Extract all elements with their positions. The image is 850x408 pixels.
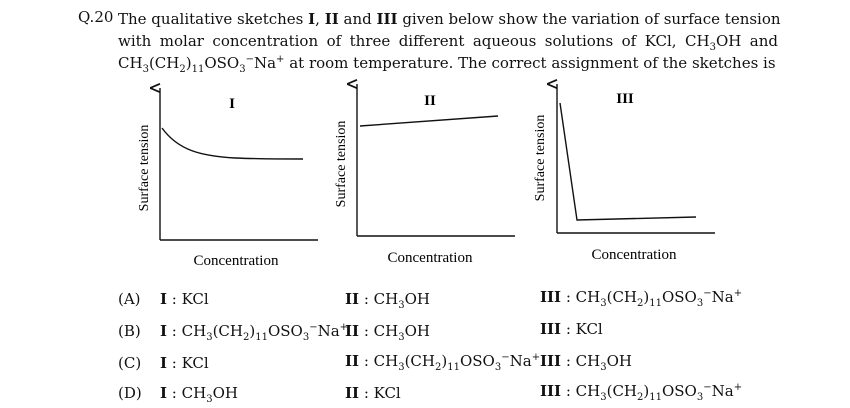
stem-line-2: with molar concentration of three differ…	[118, 32, 778, 53]
option-a-i: I : KCl	[160, 290, 209, 308]
option-d-i: I : CH3OH	[160, 384, 238, 405]
question-stem: The qualitative sketches I, II and III g…	[118, 8, 781, 75]
option-b-ii: II : CH3OH	[345, 322, 430, 343]
sketch-iii-xlabel: Concentration	[592, 247, 677, 263]
stem-line-1: The qualitative sketches I, II and III g…	[118, 10, 781, 28]
sketch-ii-xlabel: Concentration	[388, 250, 473, 266]
sketch-i-label: I	[229, 96, 235, 112]
sketch-iii-label: III	[616, 91, 634, 107]
sketch-iii: III Surface tension Concentration	[533, 84, 715, 263]
option-b-iii: III : KCl	[540, 320, 603, 338]
option-d-iii: III : CH3(CH2)11OSO3−Na+	[540, 382, 743, 403]
option-c-ii: II : CH3(CH2)11OSO3−Na+	[345, 352, 541, 373]
sketch-iii-ylabel: Surface tension	[533, 115, 548, 202]
option-c-i: I : KCl	[160, 354, 209, 372]
sketch-i: I Surface tension Concentration	[137, 88, 318, 269]
option-b-key: (B)	[118, 322, 141, 340]
option-d-key: (D)	[118, 384, 142, 402]
sketch-ii-ylabel: Surface tension	[334, 121, 349, 208]
option-a-key: (A)	[118, 290, 141, 308]
question-number: Q.20	[78, 8, 114, 26]
option-c-key: (C)	[118, 354, 142, 372]
sketch-ii-curve	[359, 115, 499, 127]
sketch-i-ylabel: Surface tension	[137, 125, 152, 212]
option-d-ii: II : KCl	[345, 384, 401, 402]
option-b-i: I : CH3(CH2)11OSO3−Na+	[160, 322, 349, 343]
sketch-i-curve	[161, 127, 304, 160]
stem-line-3: CH3(CH2)11OSO3−Na+ at room temperature. …	[118, 54, 776, 75]
sketch-ii: II Surface tension Concentration	[334, 84, 515, 266]
sketch-ii-label: II	[424, 93, 436, 109]
option-a-ii: II : CH3OH	[345, 290, 430, 311]
option-a-iii: III : CH3(CH2)11OSO3−Na+	[540, 288, 743, 309]
option-c-iii: III : CH3OH	[540, 352, 632, 373]
sketch-i-xlabel: Concentration	[194, 253, 279, 269]
sketch-iii-curve	[559, 102, 697, 221]
